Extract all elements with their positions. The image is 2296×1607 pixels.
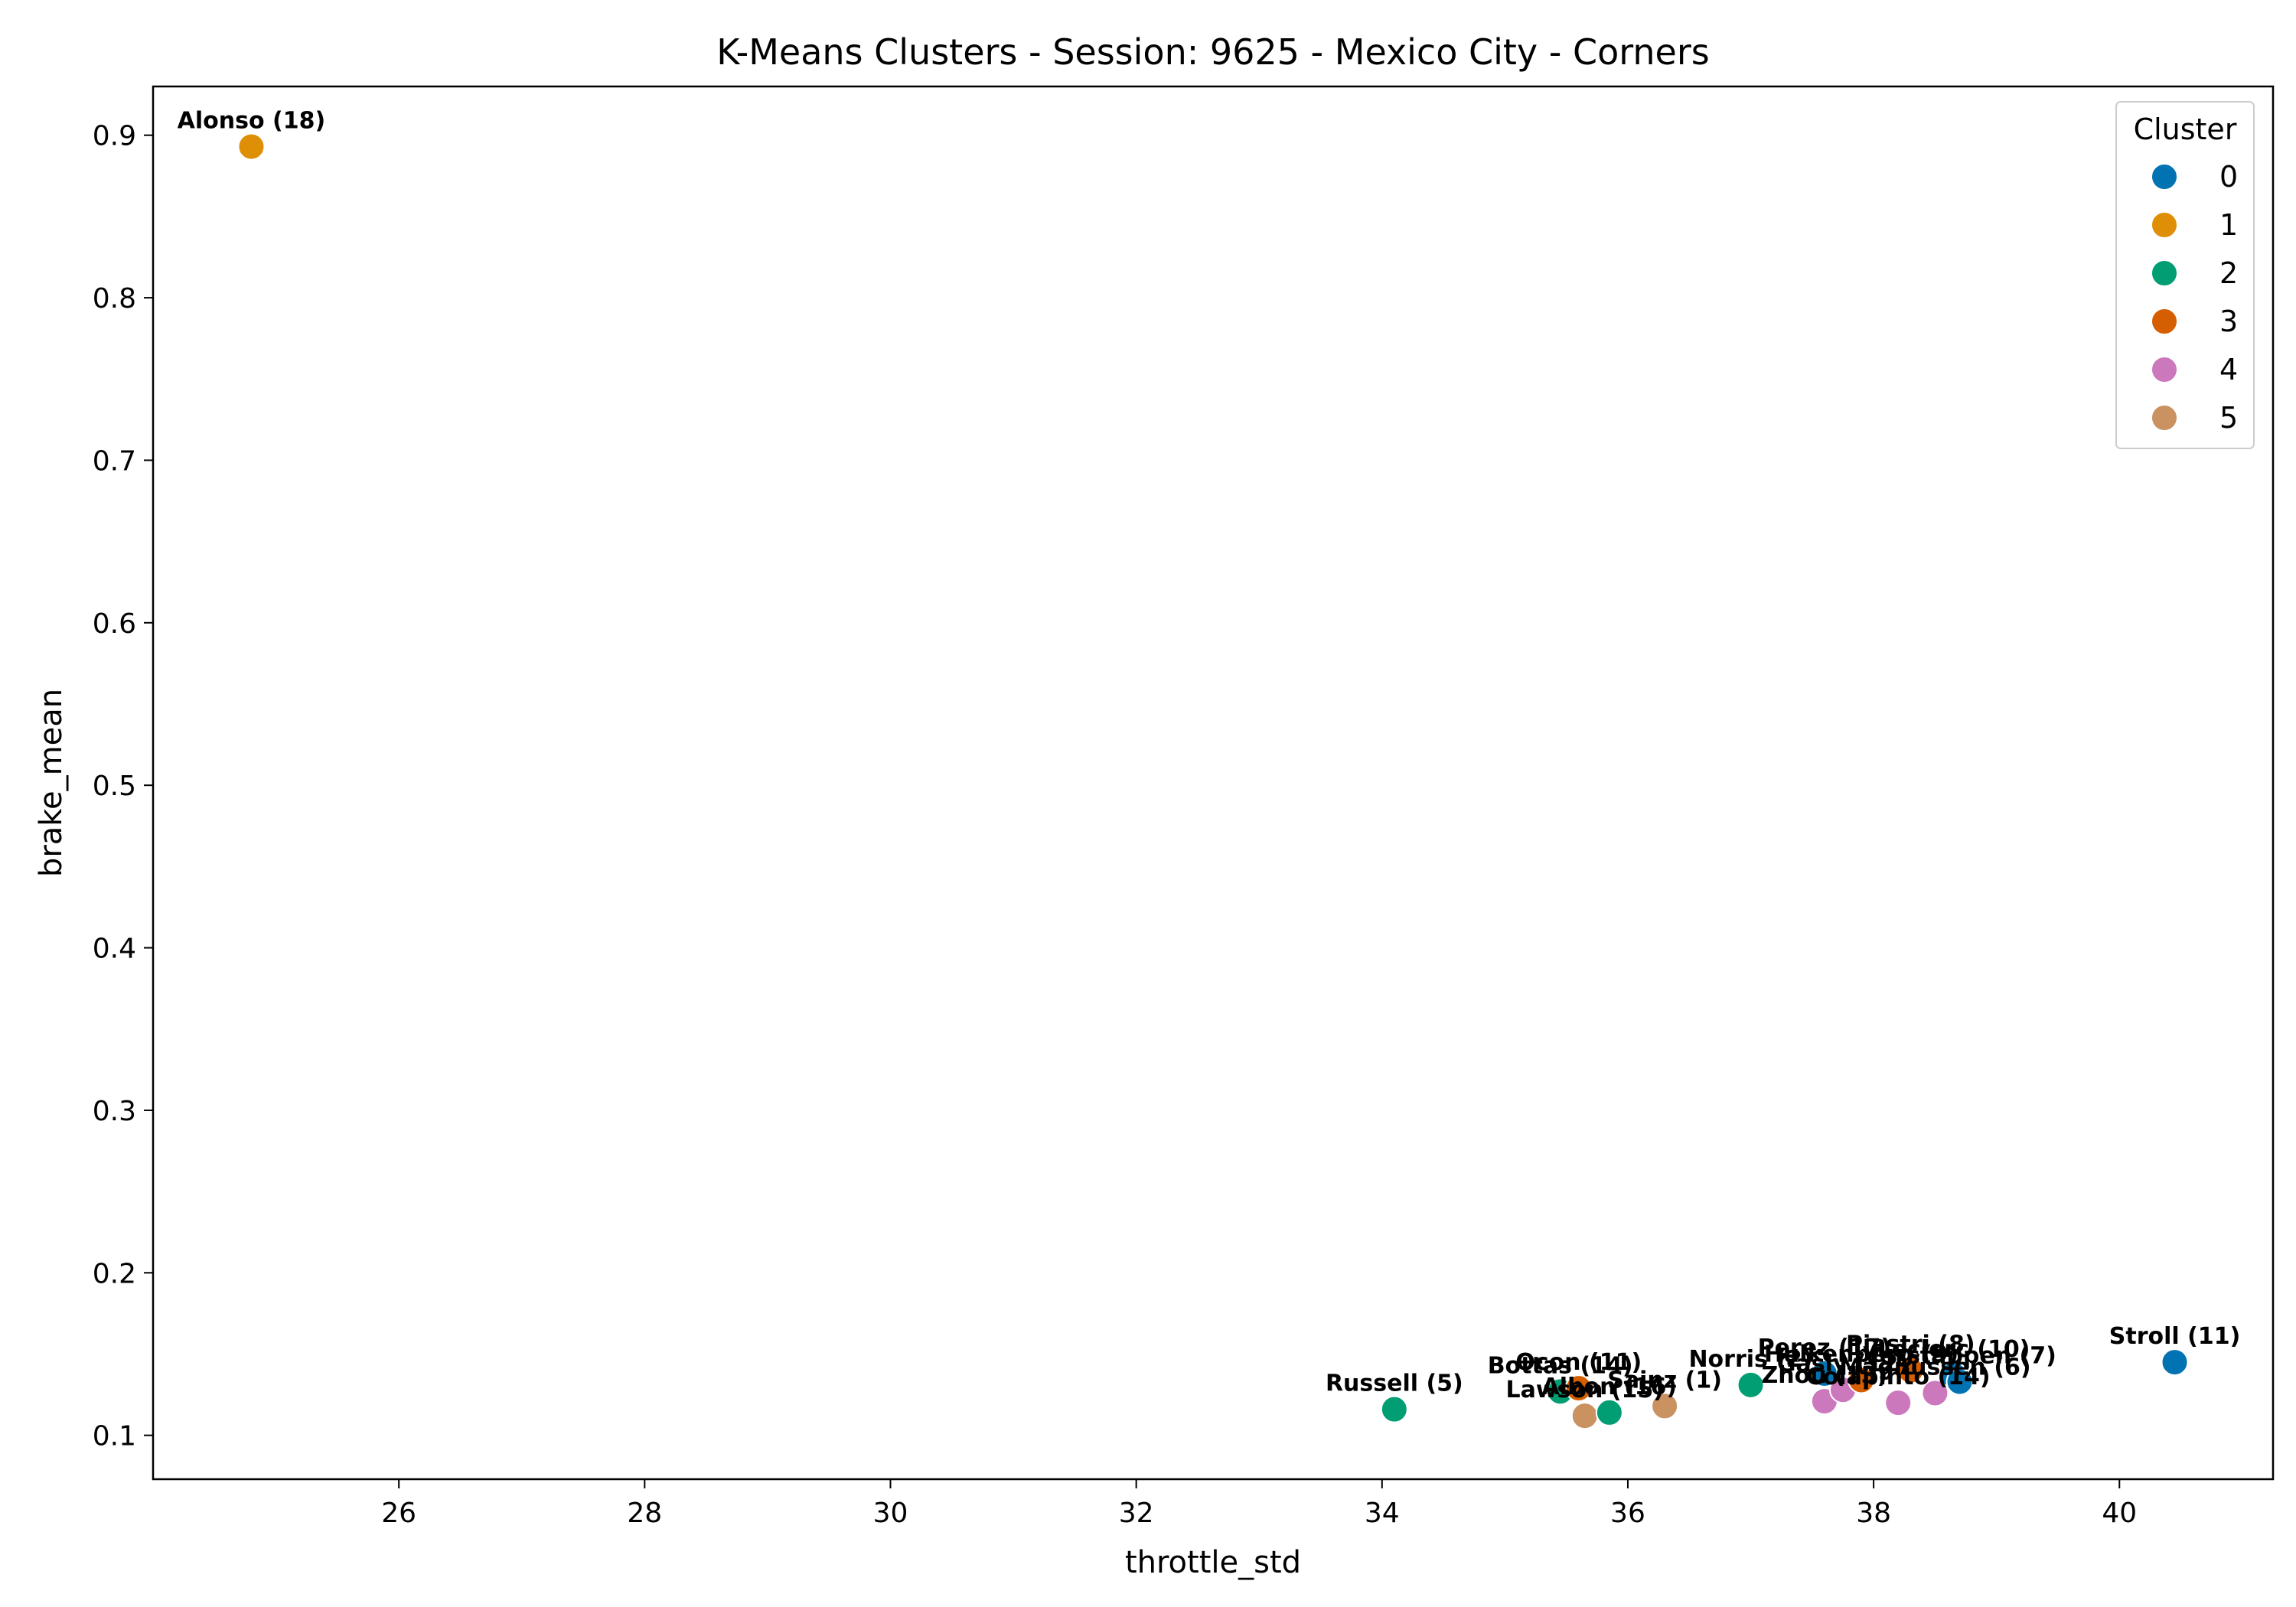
point-label: Leclerc (10) xyxy=(1877,1336,2030,1363)
point-label: Gasly (12) xyxy=(1777,1351,1909,1377)
legend-label: 0 xyxy=(2219,160,2238,194)
point-label: Ocon (11) xyxy=(1515,1349,1642,1376)
scatter-point xyxy=(2161,1348,2189,1377)
scatter-point xyxy=(1921,1379,1949,1407)
point-label: Colapinto (14) xyxy=(1806,1364,1991,1390)
legend-label: 3 xyxy=(2219,305,2238,338)
legend-marker xyxy=(2151,356,2178,383)
legend-title: Cluster xyxy=(2134,112,2237,146)
point-label: Alonso (18) xyxy=(178,108,326,135)
point-label: Albon (16) xyxy=(1542,1374,1678,1400)
point-label: Perez (17) xyxy=(1758,1335,1892,1361)
scatter-point xyxy=(1737,1371,1765,1399)
x-tick-label: 30 xyxy=(873,1498,908,1529)
legend-label: 5 xyxy=(2219,401,2238,435)
y-axis-ticks: 0.1 0.2 0.3 0.4 0.5 0.6 0.7 0.8 0.9 xyxy=(93,121,153,1452)
point-label: Norris (2) xyxy=(1688,1346,1812,1373)
legend-label: 4 xyxy=(2219,353,2238,386)
chart-title: K-Means Clusters - Session: 9625 - Mexic… xyxy=(716,31,1709,73)
y-tick-label: 0.6 xyxy=(93,608,136,640)
legend-label: 2 xyxy=(2219,256,2238,290)
x-tick-label: 40 xyxy=(2102,1498,2137,1529)
point-label: Magnussen (6) xyxy=(1839,1354,2030,1380)
data-points xyxy=(237,132,2189,1430)
plot-area xyxy=(152,85,2275,1481)
point-label: Stroll (11) xyxy=(2109,1323,2241,1350)
x-axis-label: throttle_std xyxy=(1125,1545,1301,1580)
legend-marker xyxy=(2151,308,2178,335)
scatter-point xyxy=(1564,1374,1593,1403)
scatter-point xyxy=(1595,1398,1623,1426)
y-tick-label: 0.8 xyxy=(93,283,136,315)
x-tick-label: 32 xyxy=(1119,1498,1154,1529)
y-tick-label: 0.3 xyxy=(93,1096,136,1127)
scatter-point xyxy=(1945,1367,1974,1396)
scatter-point xyxy=(237,132,266,161)
x-tick-label: 26 xyxy=(381,1498,416,1529)
scatter-point xyxy=(1651,1392,1679,1420)
point-label: Verstappen (7) xyxy=(1863,1343,2056,1370)
legend-box xyxy=(2115,101,2255,449)
point-label: Hulkenberg (9) xyxy=(1764,1341,1958,1367)
legend: Cluster 0 1 2 3 4 5 xyxy=(2115,101,2255,449)
legend-marker xyxy=(2151,163,2178,191)
y-tick-label: 0.4 xyxy=(93,934,136,965)
y-tick-label: 0.9 xyxy=(93,121,136,152)
y-tick-label: 0.1 xyxy=(93,1421,136,1452)
scatter-point xyxy=(1810,1359,1838,1387)
point-label: Sainz (1) xyxy=(1607,1367,1722,1393)
point-label: Piastri (8) xyxy=(1846,1332,1975,1358)
point-label: Bottas (14) xyxy=(1488,1352,1633,1379)
y-axis-label: brake_mean xyxy=(34,689,69,877)
scatter-point xyxy=(1848,1366,1876,1394)
scatter-point xyxy=(1896,1356,1925,1384)
legend-marker xyxy=(2151,211,2178,239)
x-tick-label: 34 xyxy=(1365,1498,1400,1529)
scatter-point xyxy=(1884,1389,1913,1417)
point-label: Russell (5) xyxy=(1326,1371,1463,1397)
legend-entries: 0 1 2 3 4 5 xyxy=(2151,160,2238,435)
legend-marker xyxy=(2151,404,2178,432)
y-tick-label: 0.2 xyxy=(93,1258,136,1289)
data-point-labels: Alonso (18) Stroll (11) Russell (5) Bottas … xyxy=(178,108,2241,1404)
point-label: Lawson (15) xyxy=(1505,1377,1664,1403)
legend-marker xyxy=(2151,259,2178,287)
x-axis-ticks: 26 28 30 32 34 36 38 40 xyxy=(381,1479,2137,1529)
scatter-point xyxy=(1570,1402,1599,1430)
y-tick-label: 0.7 xyxy=(93,445,136,477)
scatter-point xyxy=(1380,1395,1408,1423)
legend-label: 1 xyxy=(2219,208,2238,242)
x-tick-label: 28 xyxy=(627,1498,662,1529)
point-label: Zhou (13) xyxy=(1762,1362,1888,1389)
x-tick-label: 38 xyxy=(1856,1498,1891,1529)
x-tick-label: 36 xyxy=(1610,1498,1645,1529)
y-tick-label: 0.5 xyxy=(93,771,136,802)
